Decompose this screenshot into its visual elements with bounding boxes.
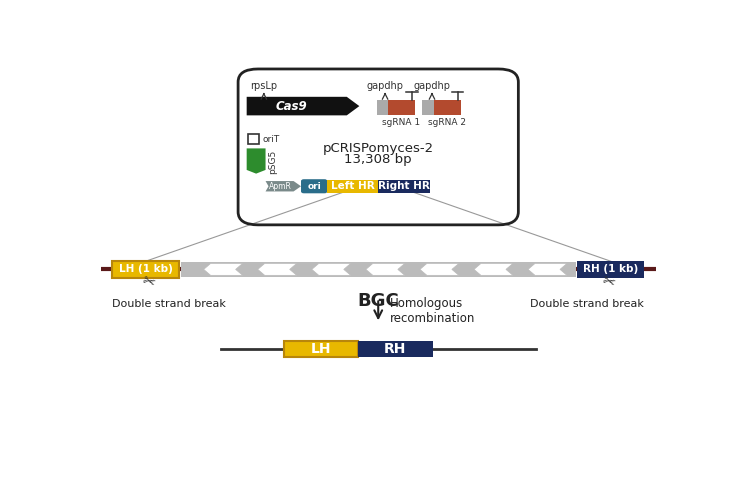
Text: gapdhp: gapdhp bbox=[367, 81, 404, 91]
Text: pSG5: pSG5 bbox=[269, 149, 277, 174]
Text: RH (1 kb): RH (1 kb) bbox=[583, 265, 638, 274]
Text: RH: RH bbox=[384, 342, 407, 356]
Polygon shape bbox=[246, 97, 359, 115]
Bar bbox=[248, 134, 259, 144]
Text: ori: ori bbox=[307, 182, 321, 191]
Text: LH (1 kb): LH (1 kb) bbox=[119, 265, 173, 274]
Polygon shape bbox=[204, 264, 243, 275]
Bar bbox=[284, 341, 358, 357]
Polygon shape bbox=[366, 264, 404, 275]
Bar bbox=[112, 261, 179, 278]
Text: Homologous
recombination: Homologous recombination bbox=[390, 297, 475, 325]
Text: pCRISPomyces-2: pCRISPomyces-2 bbox=[323, 142, 434, 155]
Text: ✂: ✂ bbox=[139, 273, 157, 291]
Bar bbox=[358, 341, 432, 357]
Text: Right HR: Right HR bbox=[378, 181, 430, 191]
Polygon shape bbox=[311, 264, 351, 275]
Text: Double strand break: Double strand break bbox=[531, 299, 644, 309]
Polygon shape bbox=[420, 264, 459, 275]
Bar bbox=[379, 180, 430, 193]
Text: Cas9: Cas9 bbox=[276, 100, 308, 113]
Text: sgRNA 2: sgRNA 2 bbox=[428, 119, 466, 127]
Text: Left HR: Left HR bbox=[331, 181, 374, 191]
Polygon shape bbox=[246, 148, 266, 174]
FancyBboxPatch shape bbox=[301, 179, 328, 193]
Bar bbox=[388, 100, 415, 115]
Polygon shape bbox=[266, 181, 301, 191]
Text: Double strand break: Double strand break bbox=[112, 299, 226, 309]
Text: sgRNA 1: sgRNA 1 bbox=[382, 119, 421, 127]
Bar bbox=[577, 261, 644, 278]
Bar bbox=[327, 180, 379, 193]
Polygon shape bbox=[474, 264, 513, 275]
Text: 13,308 bp: 13,308 bp bbox=[345, 153, 412, 166]
Bar bbox=[434, 100, 461, 115]
Text: ApmR: ApmR bbox=[269, 182, 292, 191]
Polygon shape bbox=[528, 264, 567, 275]
Bar bbox=[376, 100, 388, 115]
Bar bbox=[181, 262, 576, 277]
Text: LH: LH bbox=[311, 342, 331, 356]
Polygon shape bbox=[258, 264, 297, 275]
Text: ✂: ✂ bbox=[599, 273, 617, 291]
Text: oriT: oriT bbox=[263, 134, 280, 144]
Text: rpsLp: rpsLp bbox=[250, 81, 277, 91]
Text: BGC: BGC bbox=[357, 293, 399, 310]
Bar bbox=[422, 100, 434, 115]
Text: gapdhp: gapdhp bbox=[413, 81, 450, 91]
